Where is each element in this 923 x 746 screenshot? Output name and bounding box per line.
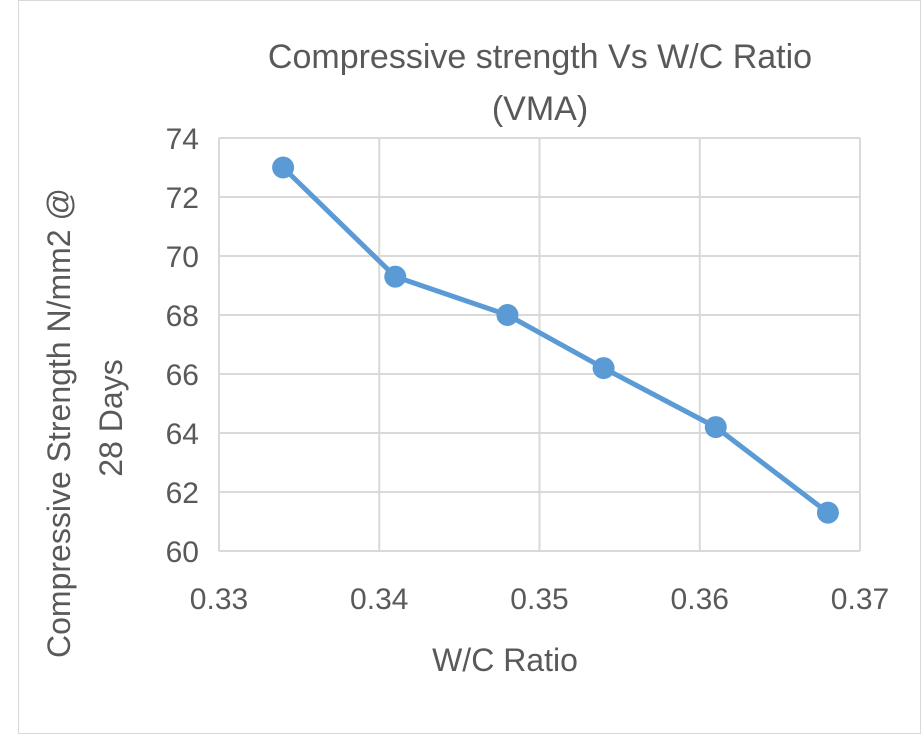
data-point <box>384 265 407 288</box>
data-point <box>272 156 295 179</box>
data-point <box>496 304 519 326</box>
x-tick-label: 0.35 <box>510 583 568 616</box>
y-axis-label-line-2: 28 Days <box>93 359 129 476</box>
x-tick-label: 0.34 <box>350 583 408 616</box>
y-tick-label: 60 <box>166 536 199 569</box>
y-tick-label: 70 <box>166 241 199 274</box>
x-tick-label: 0.33 <box>190 583 248 616</box>
x-tick-label: 0.36 <box>671 583 729 616</box>
x-axis-label: W/C Ratio <box>432 642 578 678</box>
data-point <box>704 416 727 439</box>
y-tick-label: 66 <box>166 359 199 392</box>
x-tick-label: 0.37 <box>831 583 889 616</box>
y-tick-label: 72 <box>166 182 199 215</box>
y-tick-label: 64 <box>166 418 199 451</box>
y-tick-label: 62 <box>166 477 199 510</box>
chart-frame <box>18 0 921 734</box>
y-tick-label: 68 <box>166 300 199 333</box>
series-layer <box>272 156 839 524</box>
y-tick-label: 74 <box>166 123 199 156</box>
series-line <box>280 165 831 516</box>
grid-layer <box>218 137 861 552</box>
y-axis-label-line-1: Compressive Strength N/mm2 @ <box>41 188 77 658</box>
chart-title-line-2: (VMA) <box>492 90 588 128</box>
data-point <box>592 357 615 380</box>
tick-labels: 60 62 64 66 68 70 72 74 0.33 0.34 0.35 0.36 0.37 <box>166 123 890 616</box>
data-point <box>816 501 839 524</box>
chart-title-line-1: Compressive strength Vs W/C Ratio <box>268 38 812 76</box>
